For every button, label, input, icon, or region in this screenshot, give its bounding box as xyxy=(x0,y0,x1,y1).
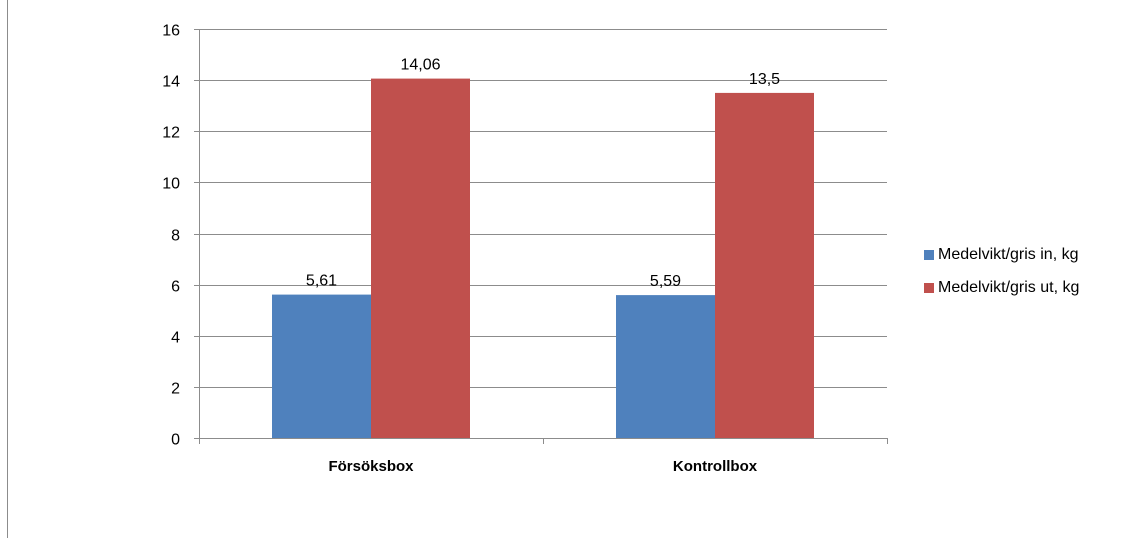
bar-in xyxy=(272,294,371,438)
y-tick-label: 10 xyxy=(162,176,180,193)
legend-swatch-in xyxy=(924,250,934,260)
y-tick-label: 6 xyxy=(171,279,180,296)
x-tick-label: Kontrollbox xyxy=(673,458,758,475)
legend-swatch-out xyxy=(924,283,934,293)
legend-item-in: Medelvikt/gris in, kg xyxy=(924,244,1139,266)
y-tick-label: 16 xyxy=(162,23,180,40)
data-label: 5,59 xyxy=(650,273,681,290)
y-tick-label: 8 xyxy=(171,228,180,245)
y-tick-label: 2 xyxy=(171,381,180,398)
bar-in xyxy=(616,295,715,438)
legend-label-in: Medelvikt/gris in, kg xyxy=(938,246,1079,263)
legend: Medelvikt/gris in, kg Medelvikt/gris ut,… xyxy=(924,244,1139,310)
y-tick-label: 0 xyxy=(171,432,180,449)
y-tick-label: 12 xyxy=(162,125,180,142)
bar-out xyxy=(715,92,814,438)
bar-out xyxy=(371,78,470,438)
data-label: 13,5 xyxy=(749,71,780,88)
legend-item-out: Medelvikt/gris ut, kg xyxy=(924,277,1139,299)
legend-label-out: Medelvikt/gris ut, kg xyxy=(938,279,1080,296)
y-tick-label: 4 xyxy=(171,330,180,347)
data-label: 14,06 xyxy=(400,57,440,74)
y-tick-label: 14 xyxy=(162,74,180,91)
chart-area xyxy=(7,0,1146,538)
x-tick-label: Försöksbox xyxy=(328,458,414,475)
data-label: 5,61 xyxy=(306,273,337,290)
